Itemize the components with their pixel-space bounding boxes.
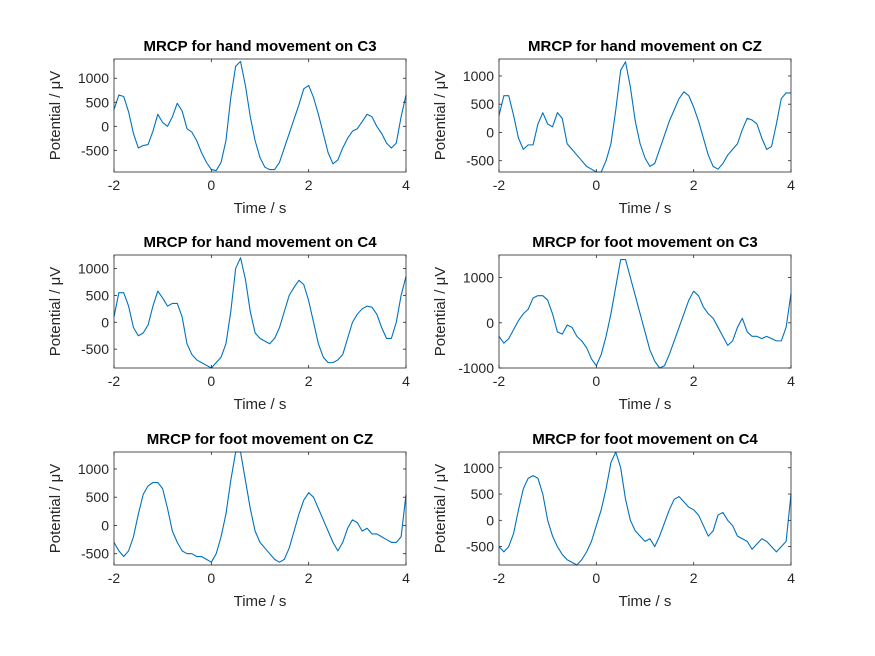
chart-title: MRCP for hand movement on C4 xyxy=(143,234,377,251)
x-tick-label: 2 xyxy=(305,570,313,586)
chart-title: MRCP for foot movement on CZ xyxy=(147,431,373,448)
x-axis-label: Time / s xyxy=(234,593,287,610)
x-axis-label: Time / s xyxy=(619,593,672,610)
axes-box xyxy=(498,451,792,566)
chart-panel: -2 0 2 4 -500 0 500 1000 MRCP for foot movement … xyxy=(47,431,410,610)
series-line xyxy=(498,451,792,566)
y-tick-label: 1000 xyxy=(78,461,109,477)
x-tick-label: 0 xyxy=(592,177,600,193)
y-axis-label: Potential / μV xyxy=(432,464,449,554)
chart-title: MRCP for hand movement on C3 xyxy=(143,38,376,55)
x-tick-label: 4 xyxy=(402,570,410,586)
y-tick-label: 0 xyxy=(486,315,494,331)
x-tick-label: -2 xyxy=(493,177,506,193)
y-tick-label: 500 xyxy=(86,287,110,303)
y-tick-label: -500 xyxy=(466,539,494,555)
x-tick-label: 2 xyxy=(690,570,698,586)
axes-box xyxy=(113,58,407,173)
x-tick-label: -2 xyxy=(108,373,121,389)
y-tick-label: 500 xyxy=(86,94,110,110)
axes-box xyxy=(113,254,407,369)
y-axis-label: Potential / μV xyxy=(47,464,64,554)
x-axis-label: Time / s xyxy=(234,396,287,413)
y-tick-label: 1000 xyxy=(78,70,109,86)
chart-panel: -2 0 2 4 -500 0 500 1000 MRCP for hand movement … xyxy=(47,234,410,413)
x-tick-label: 0 xyxy=(592,373,600,389)
y-tick-label: -1000 xyxy=(458,360,494,376)
x-tick-label: 2 xyxy=(690,373,698,389)
y-axis-label: Potential / μV xyxy=(432,267,449,357)
y-tick-label: -500 xyxy=(81,546,109,562)
y-tick-label: 500 xyxy=(471,486,495,502)
x-tick-label: -2 xyxy=(108,570,121,586)
chart-panel: -2 0 2 4 -500 0 500 1000 MRCP for hand movement … xyxy=(432,38,795,217)
chart-title: MRCP for foot movement on C4 xyxy=(532,431,758,448)
series-line xyxy=(498,61,791,173)
x-tick-label: -2 xyxy=(108,177,121,193)
y-axis-label: Potential / μV xyxy=(432,71,449,161)
y-tick-label: -500 xyxy=(81,142,109,158)
axes-box xyxy=(498,58,792,173)
x-tick-label: 2 xyxy=(305,177,313,193)
series-line xyxy=(113,257,407,369)
x-tick-label: 0 xyxy=(207,570,215,586)
y-tick-label: 500 xyxy=(471,96,495,112)
x-tick-label: -2 xyxy=(493,570,506,586)
y-tick-label: 500 xyxy=(86,489,110,505)
y-tick-label: 1000 xyxy=(463,270,494,286)
chart-title: MRCP for foot movement on C3 xyxy=(532,234,758,251)
chart-panel: -2 0 2 4 -500 0 500 1000 MRCP for foot movement … xyxy=(432,431,795,610)
y-tick-label: 1000 xyxy=(78,260,109,276)
series-line xyxy=(113,451,407,563)
x-tick-label: 2 xyxy=(305,373,313,389)
x-axis-label: Time / s xyxy=(619,396,672,413)
chart-title: MRCP for hand movement on CZ xyxy=(528,38,762,55)
x-tick-label: 0 xyxy=(592,570,600,586)
x-tick-label: 2 xyxy=(690,177,698,193)
y-tick-label: 0 xyxy=(101,517,109,533)
y-tick-label: 0 xyxy=(486,512,494,528)
y-axis-label: Potential / μV xyxy=(47,71,64,161)
x-tick-label: 4 xyxy=(402,177,410,193)
x-axis-label: Time / s xyxy=(234,200,287,217)
y-axis-label: Potential / μV xyxy=(47,267,64,357)
chart-panel: -2 0 2 4 -1000 0 1000 MRCP for foot movement on… xyxy=(432,234,795,413)
x-tick-label: 4 xyxy=(787,177,795,193)
chart-panel: -2 0 2 4 -500 0 500 1000 MRCP for hand movement … xyxy=(47,38,410,217)
x-tick-label: 4 xyxy=(402,373,410,389)
y-tick-label: -500 xyxy=(466,153,494,169)
x-tick-label: 0 xyxy=(207,177,215,193)
axes-box xyxy=(113,451,407,566)
y-tick-label: 1000 xyxy=(463,460,494,476)
x-tick-label: 0 xyxy=(207,373,215,389)
axes-box xyxy=(498,254,792,369)
x-tick-label: -2 xyxy=(493,373,506,389)
series-line xyxy=(498,258,792,369)
y-tick-label: 1000 xyxy=(463,68,494,84)
y-tick-label: 0 xyxy=(486,124,494,140)
y-tick-label: 0 xyxy=(101,118,109,134)
y-tick-label: 0 xyxy=(101,314,109,330)
x-tick-label: 4 xyxy=(787,373,795,389)
x-tick-label: 4 xyxy=(787,570,795,586)
y-tick-label: -500 xyxy=(81,341,109,357)
series-line xyxy=(113,60,407,172)
x-axis-label: Time / s xyxy=(619,200,672,217)
